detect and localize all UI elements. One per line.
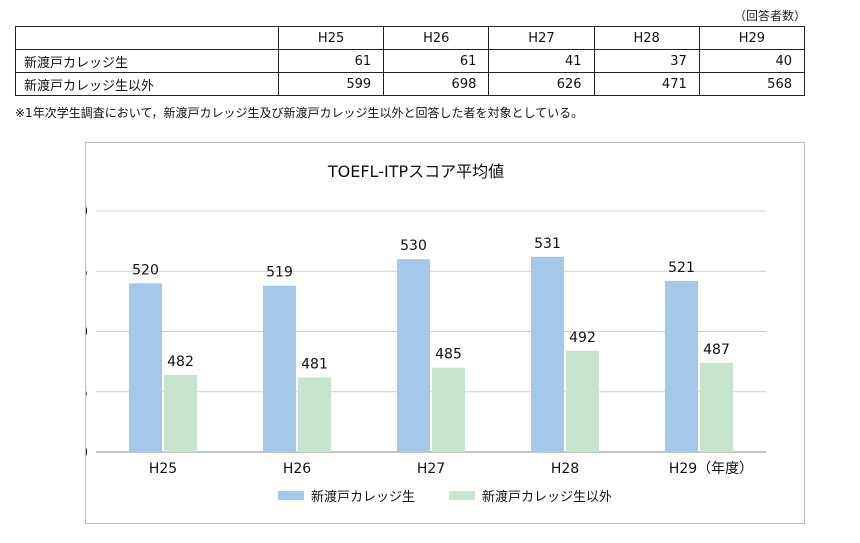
table-cell: 471 — [593, 72, 700, 96]
table-header-cell: H29 — [698, 26, 806, 50]
table-header-cell: H25 — [277, 26, 385, 50]
table-row-label: 新渡戸カレッジ生 — [15, 49, 279, 73]
data-label: 530 — [400, 238, 427, 254]
table-row: 新渡戸カレッジ生 61 61 41 37 40 — [15, 49, 806, 73]
x-tick-label: H29（年度） — [669, 461, 753, 477]
bar — [665, 280, 698, 452]
data-label: 520 — [132, 262, 159, 278]
x-tick-label: H28 — [551, 461, 579, 477]
data-label: 531 — [534, 236, 561, 252]
legend-swatch — [449, 491, 475, 500]
table-header-cell: H26 — [383, 26, 490, 50]
bar — [129, 283, 162, 452]
bar — [432, 367, 465, 452]
bar — [397, 259, 430, 452]
bar — [298, 377, 331, 452]
bar — [566, 350, 599, 452]
table-header-cell: H28 — [593, 26, 700, 50]
table-cell: 698 — [383, 72, 490, 96]
bar — [263, 285, 296, 452]
table-header-row: H25 H26 H27 H28 H29 — [15, 26, 806, 50]
table-row-label: 新渡戸カレッジ生以外 — [15, 72, 279, 96]
table-cell: 61 — [277, 49, 385, 73]
table-header-cell — [15, 26, 279, 50]
y-tick-label: 450 — [86, 445, 88, 461]
table-cell: 626 — [488, 72, 595, 96]
legend-item: 新渡戸カレッジ生 — [277, 486, 415, 505]
x-tick-label: H27 — [417, 461, 445, 477]
chart-container: TOEFL-ITPスコア平均値 450 475 500 525 550 520 482 H25… — [85, 142, 805, 524]
y-tick-label: 550 — [86, 204, 88, 220]
data-label: 482 — [167, 354, 194, 370]
legend-label: 新渡戸カレッジ生 — [310, 490, 415, 505]
respondent-count-table: H25 H26 H27 H28 H29 新渡戸カレッジ生 61 61 41 37… — [15, 26, 806, 96]
table-footnote: ※1年次学生調査において，新渡戸カレッジ生及び新渡戸カレッジ生以外と回答した者を… — [15, 106, 584, 120]
data-label: 492 — [569, 330, 596, 346]
y-tick-label: 525 — [86, 264, 88, 280]
legend-item: 新渡戸カレッジ生以外 — [449, 486, 612, 505]
y-tick-label: 475 — [86, 385, 88, 401]
data-label: 487 — [703, 342, 730, 358]
bar — [164, 374, 197, 452]
table-cell: 61 — [383, 49, 490, 73]
data-label: 485 — [435, 347, 462, 363]
table-row: 新渡戸カレッジ生以外 599 698 626 471 568 — [15, 72, 806, 96]
table-unit-note: （回答者数） — [734, 9, 807, 23]
legend-swatch — [277, 491, 304, 500]
bar-chart: TOEFL-ITPスコア平均値 450 475 500 525 550 520 482 H25… — [86, 162, 766, 477]
x-tick-label: H25 — [149, 461, 177, 477]
chart-title: TOEFL-ITPスコア平均値 — [327, 162, 504, 181]
data-label: 519 — [266, 265, 293, 281]
table-cell: 40 — [698, 49, 806, 73]
y-tick-label: 500 — [86, 325, 88, 341]
data-label: 481 — [301, 356, 328, 372]
table-cell: 599 — [277, 72, 385, 96]
bar — [531, 256, 564, 452]
table-header-cell: H27 — [488, 26, 595, 50]
x-tick-label: H26 — [283, 461, 311, 477]
legend-label: 新渡戸カレッジ生以外 — [482, 490, 613, 505]
chart-legend: 新渡戸カレッジ生 新渡戸カレッジ生以外 — [86, 486, 804, 505]
table-cell: 41 — [488, 49, 595, 73]
data-label: 521 — [668, 260, 695, 276]
table-cell: 568 — [698, 72, 806, 96]
bar — [700, 362, 733, 452]
table-cell: 37 — [593, 49, 700, 73]
